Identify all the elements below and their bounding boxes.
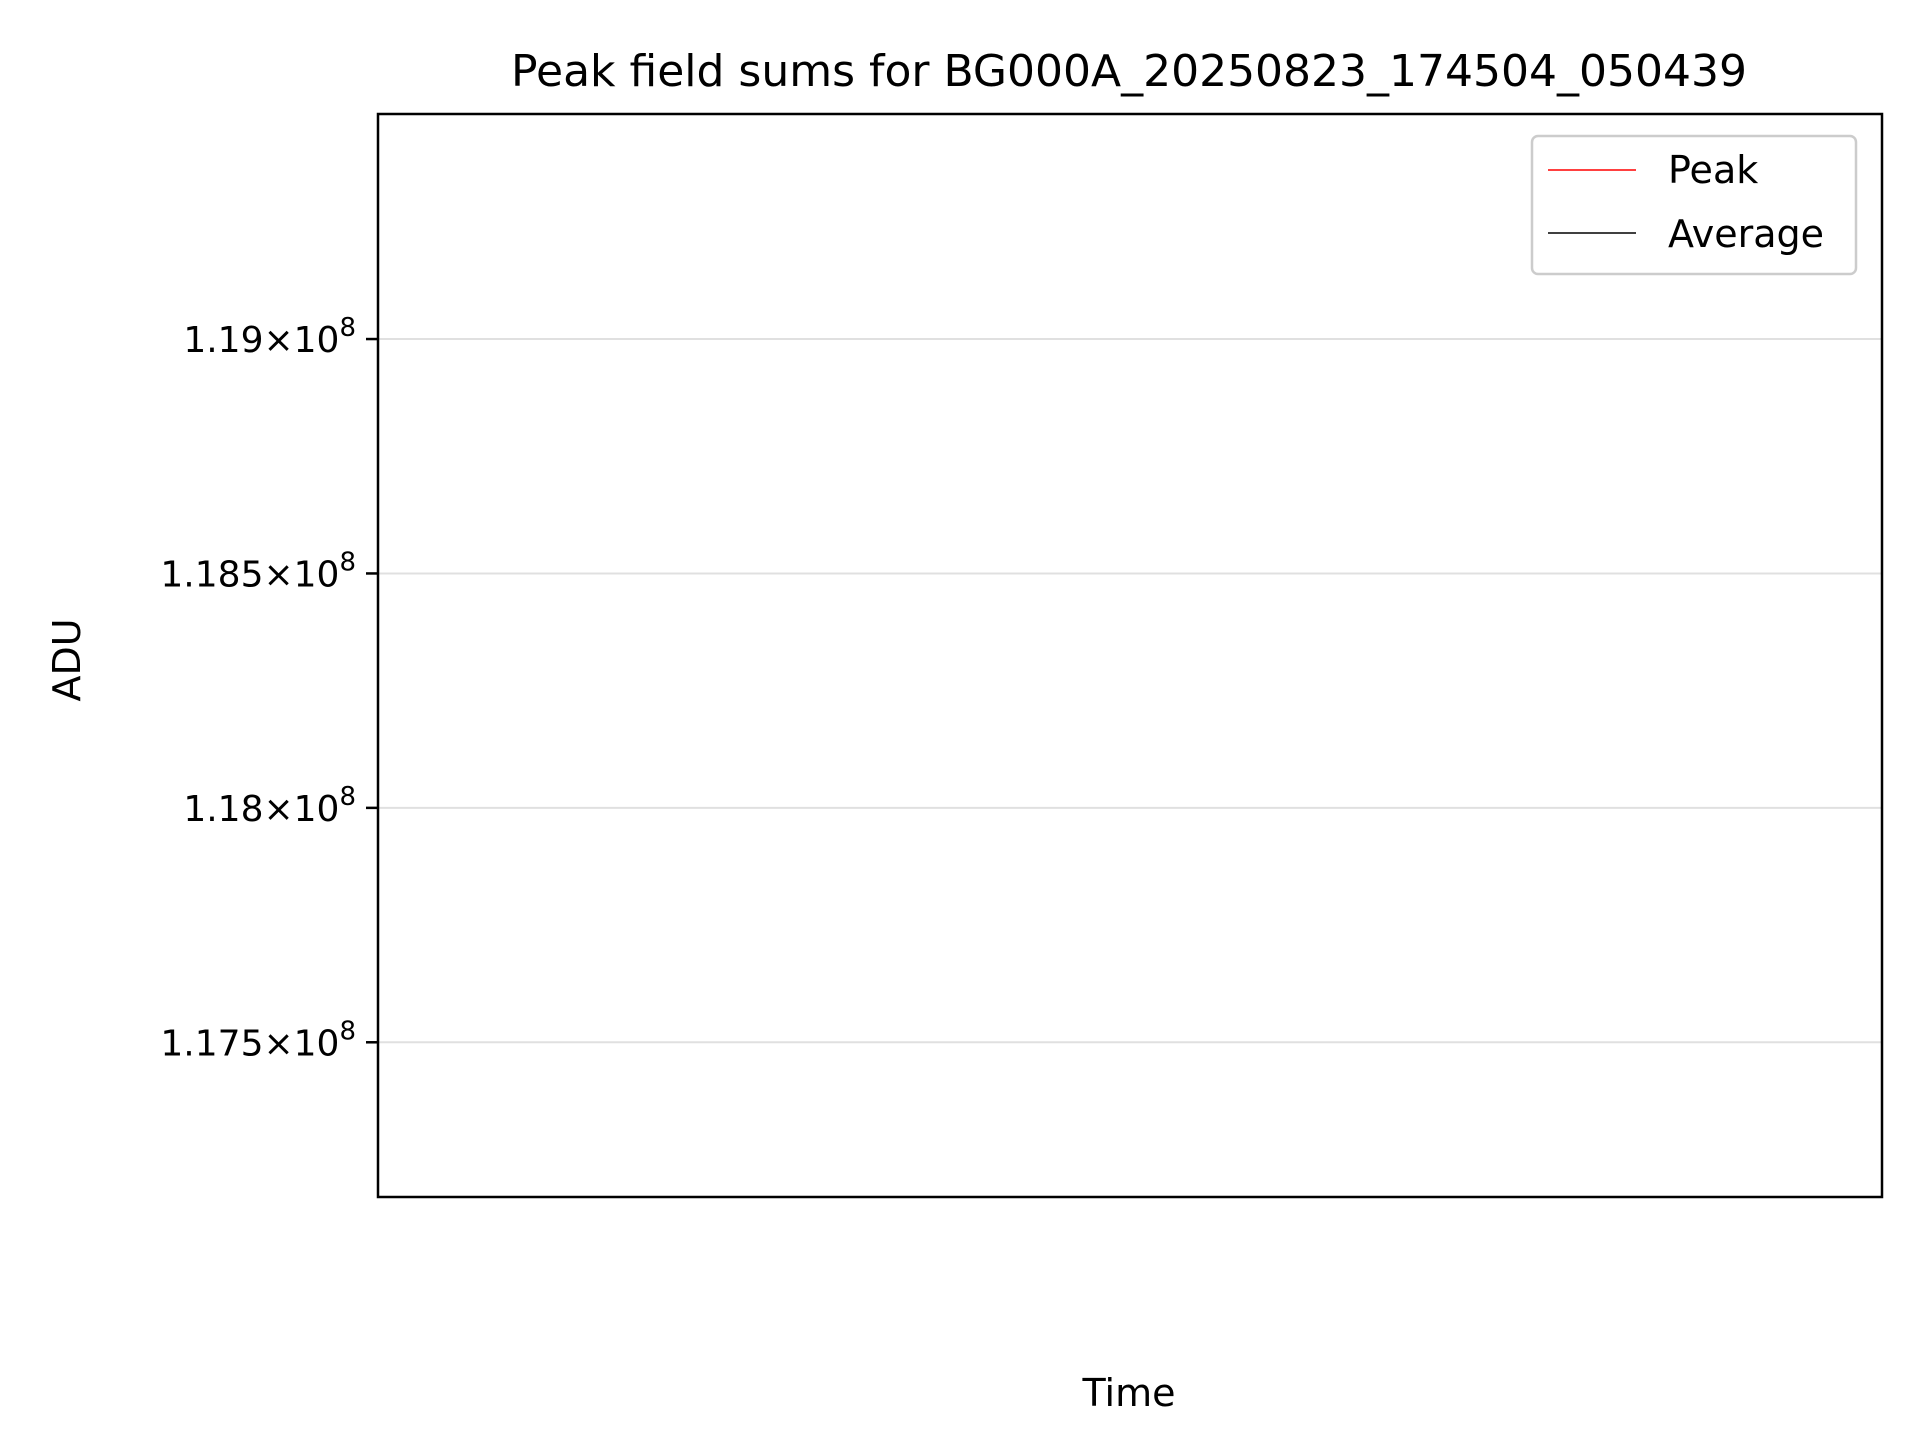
legend-label-peak: Peak — [1668, 148, 1758, 192]
y-tick-exponent: 8 — [339, 313, 356, 343]
legend-label-average: Average — [1668, 212, 1824, 256]
y-tick-label: 1.175×108 — [160, 1016, 356, 1064]
y-tick-exponent: 8 — [339, 547, 356, 577]
x-axis-label: Time — [1082, 1371, 1176, 1415]
y-tick-label: 1.19×108 — [183, 313, 356, 361]
y-tick-times: ×10 — [263, 789, 339, 830]
plot-frame — [376, 112, 1884, 1199]
y-tick-mantissa: 1.185 — [160, 554, 263, 595]
grid — [378, 338, 1882, 1044]
y-tick-mantissa: 1.175 — [160, 1023, 263, 1064]
y-tick-label: 1.18×108 — [183, 782, 356, 830]
y-tick-mantissa: 1.19 — [183, 320, 263, 361]
y-axis-label: ADU — [45, 618, 89, 701]
y-tick-exponent: 8 — [339, 782, 356, 812]
y-tick-times: ×10 — [263, 554, 339, 595]
legend: Peak Average — [1530, 134, 1858, 276]
chart-title: Peak field sums for BG000A_20250823_1745… — [511, 46, 1747, 97]
y-tick-label: 1.185×108 — [160, 547, 356, 595]
y-tick-times: ×10 — [263, 1023, 339, 1064]
y-tick-times: ×10 — [263, 320, 339, 361]
y-tick-exponent: 8 — [339, 1016, 356, 1046]
y-tick-mantissa: 1.18 — [183, 789, 263, 830]
